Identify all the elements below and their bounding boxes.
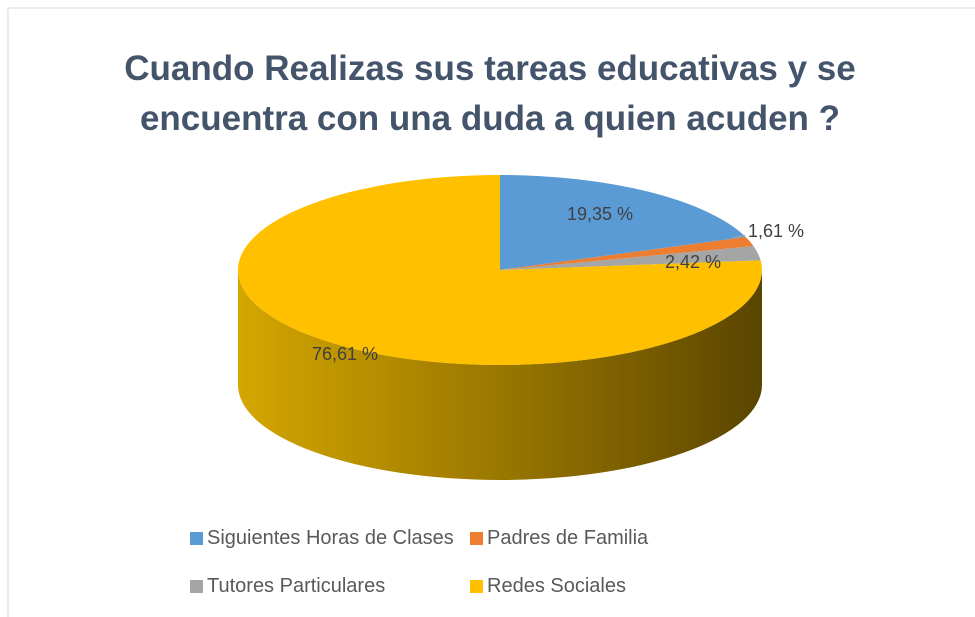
legend-item: Siguientes Horas de Clases xyxy=(190,527,454,550)
legend-item: Tutores Particulares xyxy=(190,575,385,598)
data-label: 1,61 % xyxy=(748,221,804,241)
legend-label: Siguientes Horas de Clases xyxy=(207,527,454,549)
data-label: 19,35 % xyxy=(567,204,633,224)
data-label: 76,61 % xyxy=(312,344,378,364)
legend-item: Padres de Familia xyxy=(470,527,648,550)
slice xyxy=(500,175,746,270)
legend-swatch xyxy=(190,532,203,545)
chart-border xyxy=(7,7,975,617)
legend-swatch xyxy=(470,580,483,593)
legend-label: Tutores Particulares xyxy=(207,575,386,597)
slice xyxy=(238,175,762,366)
slice-side xyxy=(238,270,762,480)
slice xyxy=(500,246,761,270)
leader-line xyxy=(732,234,746,239)
legend-label: Redes Sociales xyxy=(487,575,626,597)
legend-item: Redes Sociales xyxy=(470,575,626,598)
legend-label: Padres de Familia xyxy=(487,527,649,549)
legend-swatch xyxy=(190,580,203,593)
data-label: 2,42 % xyxy=(665,252,721,272)
legend-swatch xyxy=(470,532,483,545)
slice xyxy=(500,236,754,270)
chart-title: Cuando Realizas sus tareas educativas y … xyxy=(124,49,856,138)
